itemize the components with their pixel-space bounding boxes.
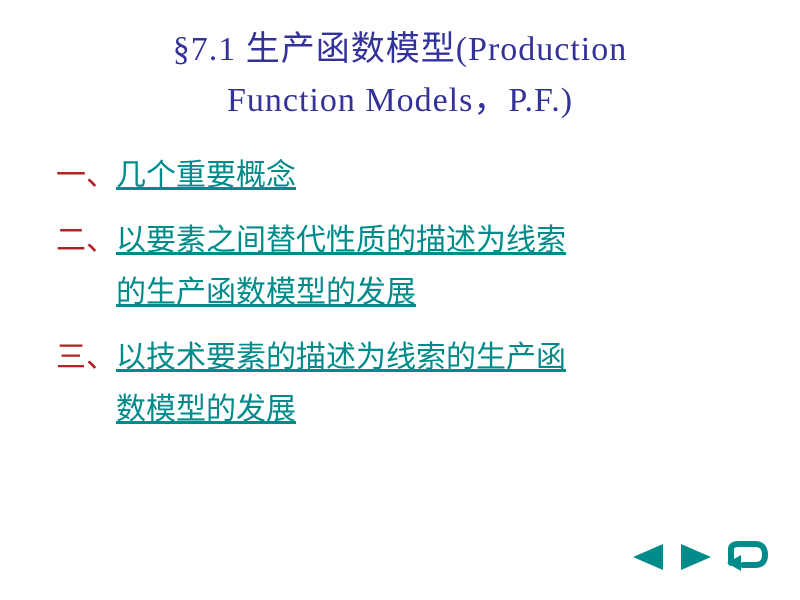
item-text-block: 以技术要素的描述为线索的生产函 数模型的发展: [116, 332, 566, 437]
item-link-2-line2: 的生产函数模型的发展: [116, 276, 416, 309]
nav-controls: [628, 540, 770, 574]
item-link-3-line1: 以技术要素的描述为线索的生产函: [116, 341, 566, 374]
item-marker: 二、: [56, 215, 116, 268]
next-button[interactable]: [676, 540, 716, 574]
prev-button[interactable]: [628, 540, 668, 574]
list-item: 三、 以技术要素的描述为线索的生产函 数模型的发展: [56, 332, 744, 437]
list-item: 一、 几个重要概念: [56, 150, 744, 203]
triangle-left-icon: [631, 542, 665, 572]
heading-line-1: §7.1 生产函数模型(Production: [173, 31, 628, 68]
item-link-2[interactable]: 以要素之间替代性质的描述为线索 的生产函数模型的发展: [116, 224, 566, 310]
return-icon: [725, 541, 769, 573]
heading-line-2: Function Models，P.F.): [227, 82, 573, 119]
list-item: 二、 以要素之间替代性质的描述为线索 的生产函数模型的发展: [56, 215, 744, 320]
item-marker: 三、: [56, 332, 116, 385]
outline-list: 一、 几个重要概念 二、 以要素之间替代性质的描述为线索 的生产函数模型的发展 …: [0, 126, 800, 437]
item-text-block: 以要素之间替代性质的描述为线索 的生产函数模型的发展: [116, 215, 566, 320]
slide-heading: §7.1 生产函数模型(Production Function Models，P…: [0, 0, 800, 126]
return-button[interactable]: [724, 540, 770, 574]
item-link-3[interactable]: 以技术要素的描述为线索的生产函 数模型的发展: [116, 341, 566, 427]
item-marker: 一、: [56, 150, 116, 203]
triangle-right-icon: [679, 542, 713, 572]
item-link-3-line2: 数模型的发展: [116, 393, 296, 426]
item-link-2-line1: 以要素之间替代性质的描述为线索: [116, 224, 566, 257]
item-link-1[interactable]: 几个重要概念: [116, 150, 296, 203]
